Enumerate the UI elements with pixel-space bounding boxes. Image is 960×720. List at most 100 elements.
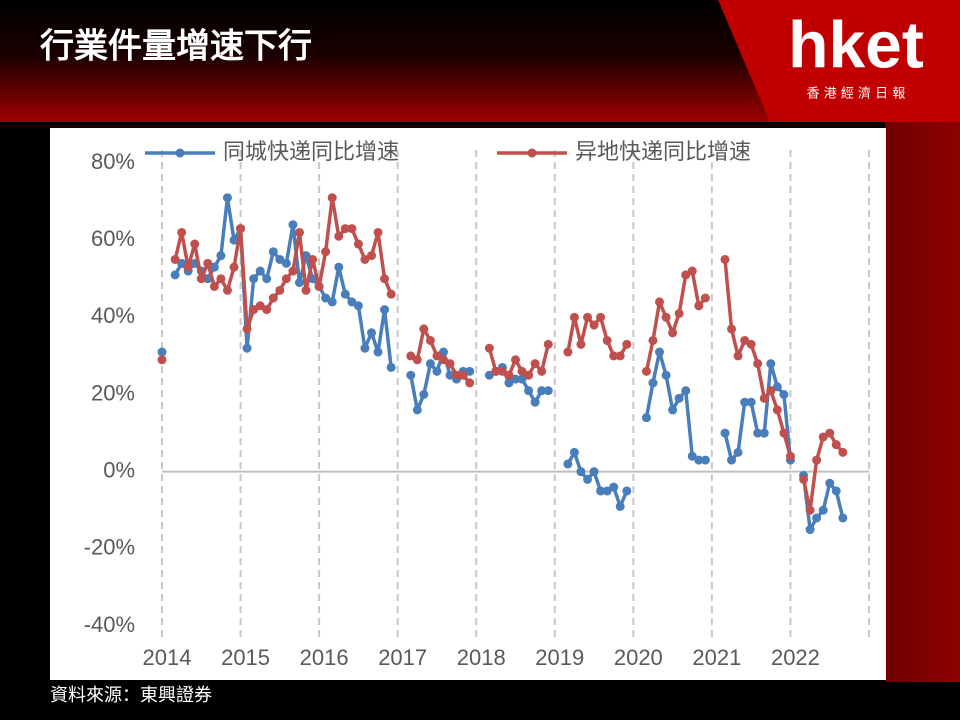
point [419,324,429,334]
point [569,447,579,457]
point [229,235,239,245]
x-tick-label: 2014 [143,645,192,670]
point [759,428,769,438]
point [700,293,710,303]
point [530,359,540,369]
point [511,374,520,384]
point [674,393,684,403]
point [694,301,704,311]
point [190,239,200,249]
point [517,366,527,376]
point [268,293,278,303]
point [380,274,390,284]
point [766,359,776,369]
point [216,274,226,284]
point [668,328,678,338]
point [294,278,304,288]
point [321,293,331,303]
point [818,505,828,515]
y-tick-label: 20% [91,380,135,405]
point [308,254,318,264]
y-tick-label: 40% [91,303,135,328]
point [766,386,776,396]
point [367,328,377,338]
point [537,366,547,376]
point [622,339,632,349]
point [615,351,625,361]
point [753,359,763,369]
point [772,405,782,415]
point [583,474,593,484]
point [569,312,579,322]
point [438,347,448,357]
point [432,366,442,376]
point [268,247,278,257]
point [740,335,750,345]
point [353,301,363,311]
point [353,239,363,249]
point [432,351,442,361]
point [838,447,848,457]
point [425,359,435,369]
point [452,370,462,380]
point [504,378,514,388]
point [602,486,612,496]
point [805,505,815,515]
side-band [885,122,960,682]
x-tick-label: 2015 [221,645,270,670]
point [805,525,815,535]
point [209,262,219,272]
point [700,455,710,465]
point [543,339,553,349]
point [589,467,599,477]
point [157,355,167,365]
point [524,386,534,396]
point [465,366,475,376]
point [497,366,507,376]
point [373,227,383,237]
x-tick-label: 2017 [378,645,427,670]
point [602,335,612,345]
point [249,305,259,315]
point [216,251,226,261]
point [615,501,625,511]
point [373,347,383,357]
point [249,274,259,284]
x-tick-label: 2016 [300,645,349,670]
y-tick-label: 80% [91,149,135,174]
point [543,386,553,396]
logo: hket [788,7,924,81]
chart-area [50,128,886,680]
point [622,486,632,496]
point [406,370,416,380]
point [340,289,350,299]
x-tick-label: 2019 [535,645,584,670]
point [537,386,547,396]
point [484,343,494,353]
point [681,270,691,280]
point [694,455,704,465]
point [589,320,599,330]
point [785,451,795,461]
point [654,347,664,357]
point [812,455,822,465]
x-tick-label: 2018 [457,645,506,670]
legend-label: 同城快递同比增速 [223,140,399,165]
point [177,258,187,268]
point [367,251,377,261]
y-tick-label: -20% [84,535,135,560]
point [347,297,357,307]
point [380,305,390,315]
point [576,467,586,477]
point [720,428,730,438]
y-tick-label: 60% [91,226,135,251]
point [727,324,737,334]
point [687,451,697,461]
point [347,224,357,234]
point [740,397,750,407]
point [759,393,769,403]
point [386,289,396,299]
point [779,428,789,438]
point [583,312,593,322]
point [445,370,455,380]
